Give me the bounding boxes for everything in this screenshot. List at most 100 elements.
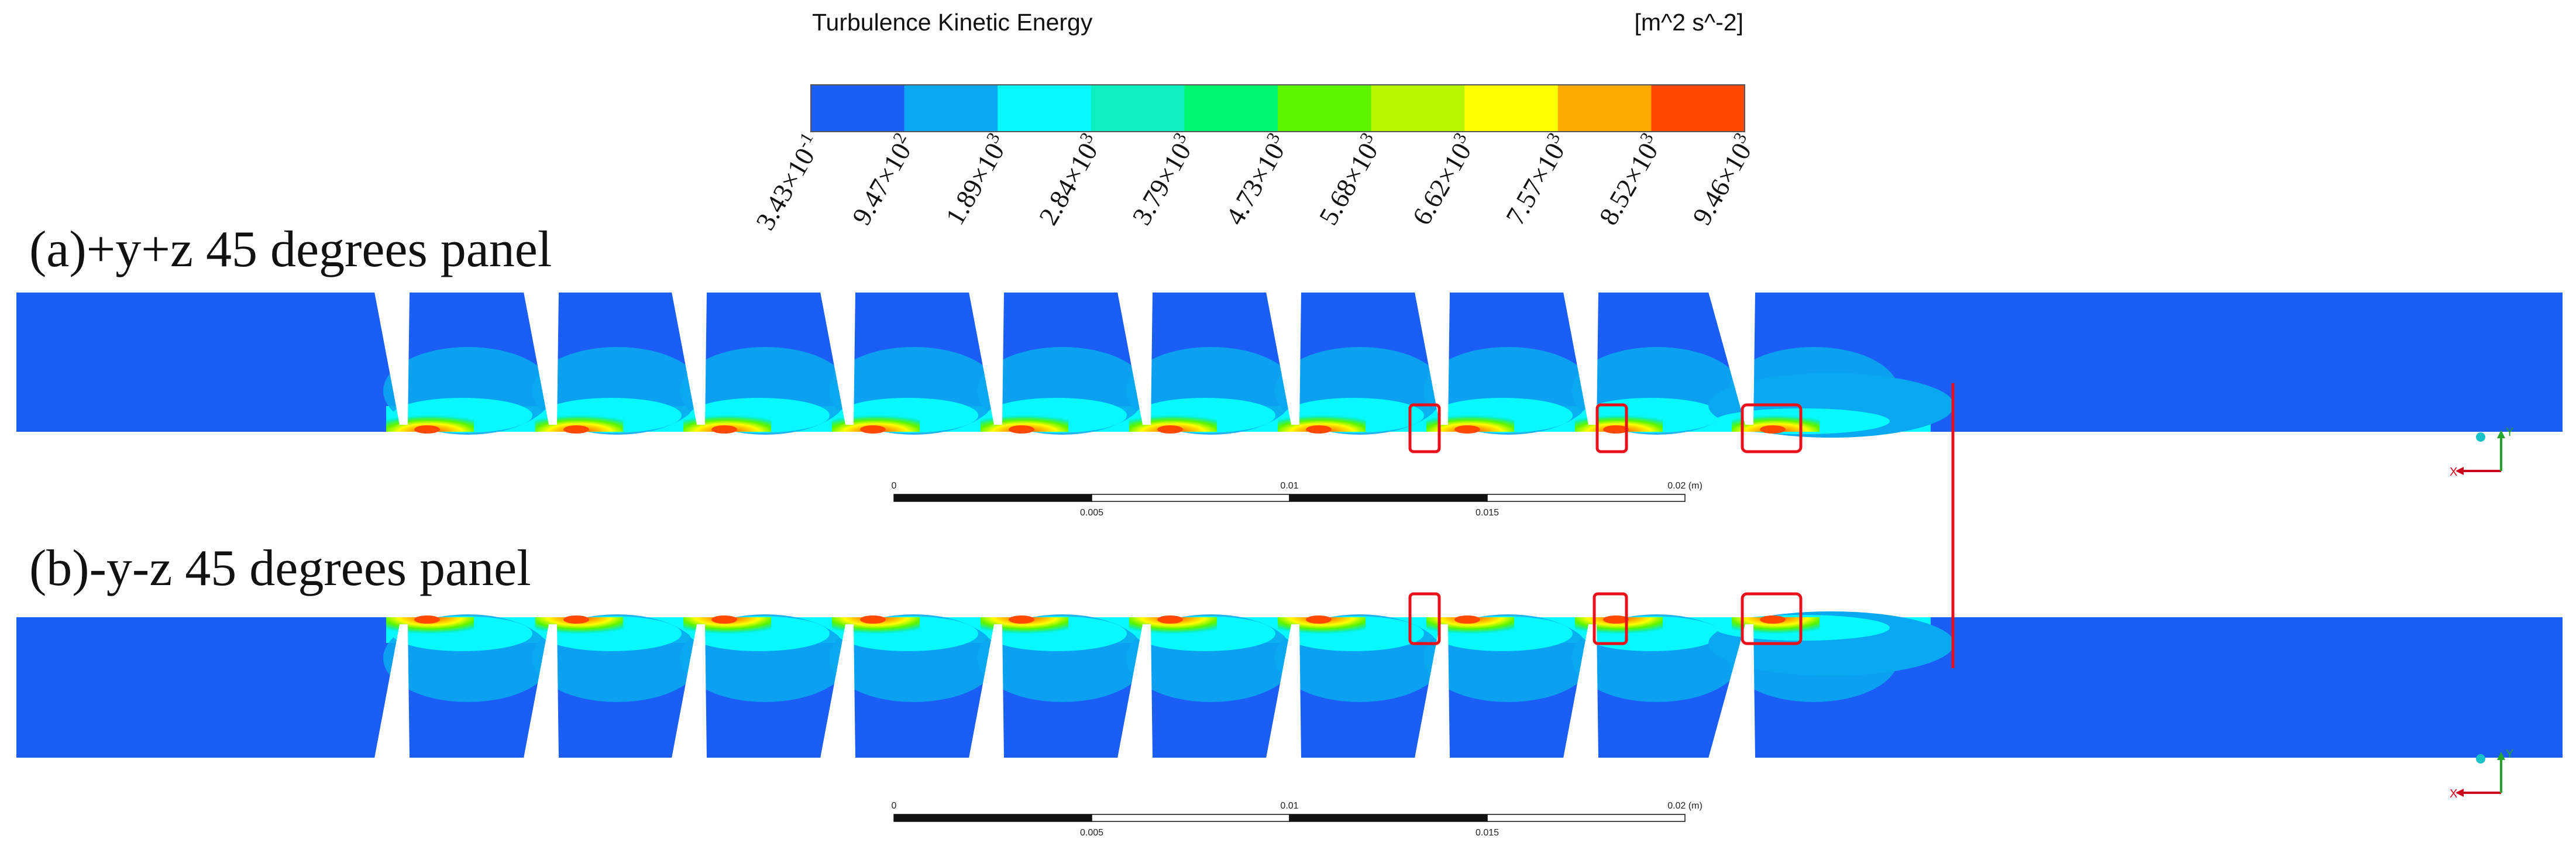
peak-core <box>1306 425 1332 434</box>
svg-text:5.68×103: 5.68×103 <box>1312 129 1388 230</box>
scale-segment <box>1487 494 1686 502</box>
scale-label: 0.02 (m) <box>1667 481 1703 491</box>
svg-text:8.52×103: 8.52×103 <box>1592 129 1668 230</box>
colorbar-tick-label: 3.43×10-1 <box>748 129 827 235</box>
peak-core <box>1603 615 1629 624</box>
colorbar-legend: Turbulence Kinetic Energy [m^2 s^-2] 3.4… <box>748 9 1761 235</box>
peak-core <box>1157 615 1183 624</box>
panel-a-label: (a)+y+z 45 degrees panel <box>29 221 552 278</box>
highlight-box-a1 <box>1408 403 1441 453</box>
highlight-boxes <box>1408 403 1803 645</box>
panel-gap <box>820 624 855 758</box>
peak-core <box>711 425 737 434</box>
panel-gap <box>1415 624 1450 758</box>
scale-segment <box>1091 494 1290 502</box>
scale-label: 0.02 (m) <box>1667 801 1703 811</box>
svg-text:3.79×103: 3.79×103 <box>1125 129 1201 230</box>
scale-label: 0 <box>892 481 897 491</box>
scale-label: 0.01 <box>1280 481 1298 491</box>
x-axis-head <box>2455 789 2464 797</box>
y-axis-label: Y <box>2506 426 2513 439</box>
peak-core <box>860 615 886 624</box>
colorbar-tick-label: 6.62×103 <box>1405 129 1481 230</box>
scale-label: 0.01 <box>1280 801 1298 811</box>
scale-bar-a: 0 0.005 0.01 0.015 0.02 (m) <box>892 481 1703 518</box>
svg-text:6.62×103: 6.62×103 <box>1405 129 1481 230</box>
scale-label: 0.015 <box>1476 508 1499 518</box>
z-axis-dot <box>2476 432 2485 442</box>
svg-text:7.57×103: 7.57×103 <box>1498 129 1574 230</box>
panel-a-contour <box>16 292 2563 438</box>
panel-gap <box>672 292 707 425</box>
axis-triad-b: XY <box>2450 748 2513 800</box>
svg-text:9.46×103: 9.46×103 <box>1685 129 1761 230</box>
panel-gap <box>374 624 410 758</box>
colorbar-swatch <box>1371 85 1465 132</box>
svg-text:1.89×103: 1.89×103 <box>938 129 1014 230</box>
panel-b-label: (b)-y-z 45 degrees panel <box>29 540 531 597</box>
x-axis-label: X <box>2450 787 2457 800</box>
scale-segment <box>1091 814 1290 822</box>
peak-core <box>1009 425 1034 434</box>
panel-gap <box>524 292 559 425</box>
colorbar-tick-label: 5.68×103 <box>1312 129 1388 230</box>
colorbar-tick-label: 2.84×103 <box>1031 129 1108 230</box>
peak-core <box>1603 425 1629 434</box>
colorbar-swatch <box>1557 85 1652 132</box>
highlight-box-a2 <box>1595 403 1628 453</box>
highlight-box-a3 <box>1741 403 1803 453</box>
colorbar-tick-label: 3.79×103 <box>1125 129 1201 230</box>
panel-gap <box>1708 624 1755 758</box>
legend-title: Turbulence Kinetic Energy <box>812 9 1093 36</box>
svg-text:2.84×103: 2.84×103 <box>1031 129 1108 230</box>
panel-gap <box>1266 292 1301 425</box>
legend-units: [m^2 s^-2] <box>1634 9 1743 36</box>
colorbar-swatch <box>1278 85 1372 132</box>
panel-gap <box>374 292 410 425</box>
colorbar-tick-label: 4.73×103 <box>1218 129 1294 230</box>
scale-segment <box>1289 814 1488 822</box>
axis-triad-a: XY <box>2450 426 2513 479</box>
peak-core <box>414 615 440 624</box>
colorbar-tick-labels: 3.43×10-1 9.47×102 1.89×103 2.84×103 3.79×10… <box>748 129 1761 235</box>
y-axis-head <box>2497 752 2505 760</box>
colorbar-swatch <box>998 85 1092 132</box>
scale-bar-b: 0 0.005 0.01 0.015 0.02 (m) <box>892 801 1703 838</box>
panel-gap <box>1266 624 1301 758</box>
panel-gap <box>820 292 855 425</box>
colorbar-swatch <box>1651 85 1745 132</box>
colorbar-swatch <box>1184 85 1278 132</box>
peak-core <box>563 615 589 624</box>
panel-gap <box>1117 624 1153 758</box>
x-axis-head <box>2455 467 2464 475</box>
colorbar-swatch <box>1091 85 1185 132</box>
svg-text:3.43×10-1: 3.43×10-1 <box>748 129 827 235</box>
panel-gap <box>1415 292 1450 425</box>
y-axis-head <box>2497 430 2505 438</box>
highlight-box-b1 <box>1408 592 1441 645</box>
peak-core <box>860 425 886 434</box>
scale-segment <box>1487 814 1686 822</box>
colorbar-tick-label: 8.52×103 <box>1592 129 1668 230</box>
panel-gap <box>1708 292 1755 425</box>
y-axis-label: Y <box>2506 748 2513 761</box>
peak-core <box>563 425 589 434</box>
panel-gap <box>1117 292 1153 425</box>
scale-label: 0.005 <box>1080 508 1103 518</box>
peak-core <box>1454 425 1480 434</box>
colorbar-tick-label: 7.57×103 <box>1498 129 1574 230</box>
peak-core <box>1009 615 1034 624</box>
panel-gap <box>1563 624 1598 758</box>
scale-label: 0.015 <box>1476 828 1499 838</box>
z-axis-dot <box>2476 754 2485 764</box>
svg-text:4.73×103: 4.73×103 <box>1218 129 1294 230</box>
peak-core <box>414 425 440 434</box>
scale-label: 0.005 <box>1080 828 1103 838</box>
peak-core <box>1454 615 1480 624</box>
colorbar-tick-label: 1.89×103 <box>938 129 1014 230</box>
panel-gap <box>672 624 707 758</box>
panel-gap <box>524 624 559 758</box>
svg-text:9.47×102: 9.47×102 <box>845 129 921 230</box>
panel-gap <box>969 292 1004 425</box>
panel-gap <box>969 624 1004 758</box>
